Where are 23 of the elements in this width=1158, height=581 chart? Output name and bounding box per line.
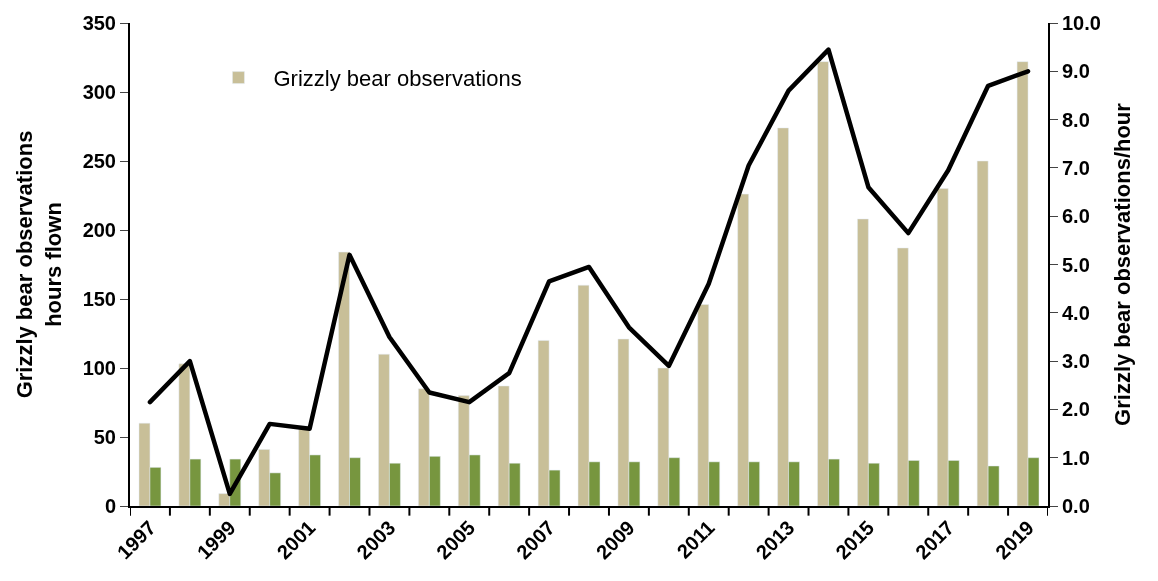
y-tick-label: 200 [82,219,116,241]
y2-tick-label: 10.0 [1062,12,1101,34]
y2-tick-label: 9.0 [1062,60,1090,83]
y2-axis-title: Grizzly bear observations/hour [1110,102,1136,426]
y-tick-label: 250 [82,150,116,172]
y-tick-label: 0 [104,495,116,517]
y-tick-label: 350 [82,12,116,34]
y2-tick-label: 4.0 [1062,301,1090,324]
line-series [147,47,1031,497]
y-tick-label: 300 [82,81,116,103]
y2-tick-label: 0.0 [1062,495,1090,517]
y2-tick-label: 7.0 [1062,156,1090,179]
y2-tick-label: 6.0 [1062,205,1090,228]
y2-tick-label: 3.0 [1062,350,1090,373]
y2-tick-label: 2.0 [1062,398,1090,421]
legend-label: Grizzly bear observations [273,66,522,92]
y-tick-label: 50 [93,426,116,448]
y-tick-label: 150 [82,288,116,310]
y2-tick-label: 8.0 [1062,108,1090,131]
y-tick-label: 100 [82,357,116,379]
y2-tick-label: 1.0 [1062,446,1090,469]
y-axis-title: Grizzly bear observations hours flown [12,130,66,399]
y2-tick-label: 5.0 [1062,253,1090,276]
